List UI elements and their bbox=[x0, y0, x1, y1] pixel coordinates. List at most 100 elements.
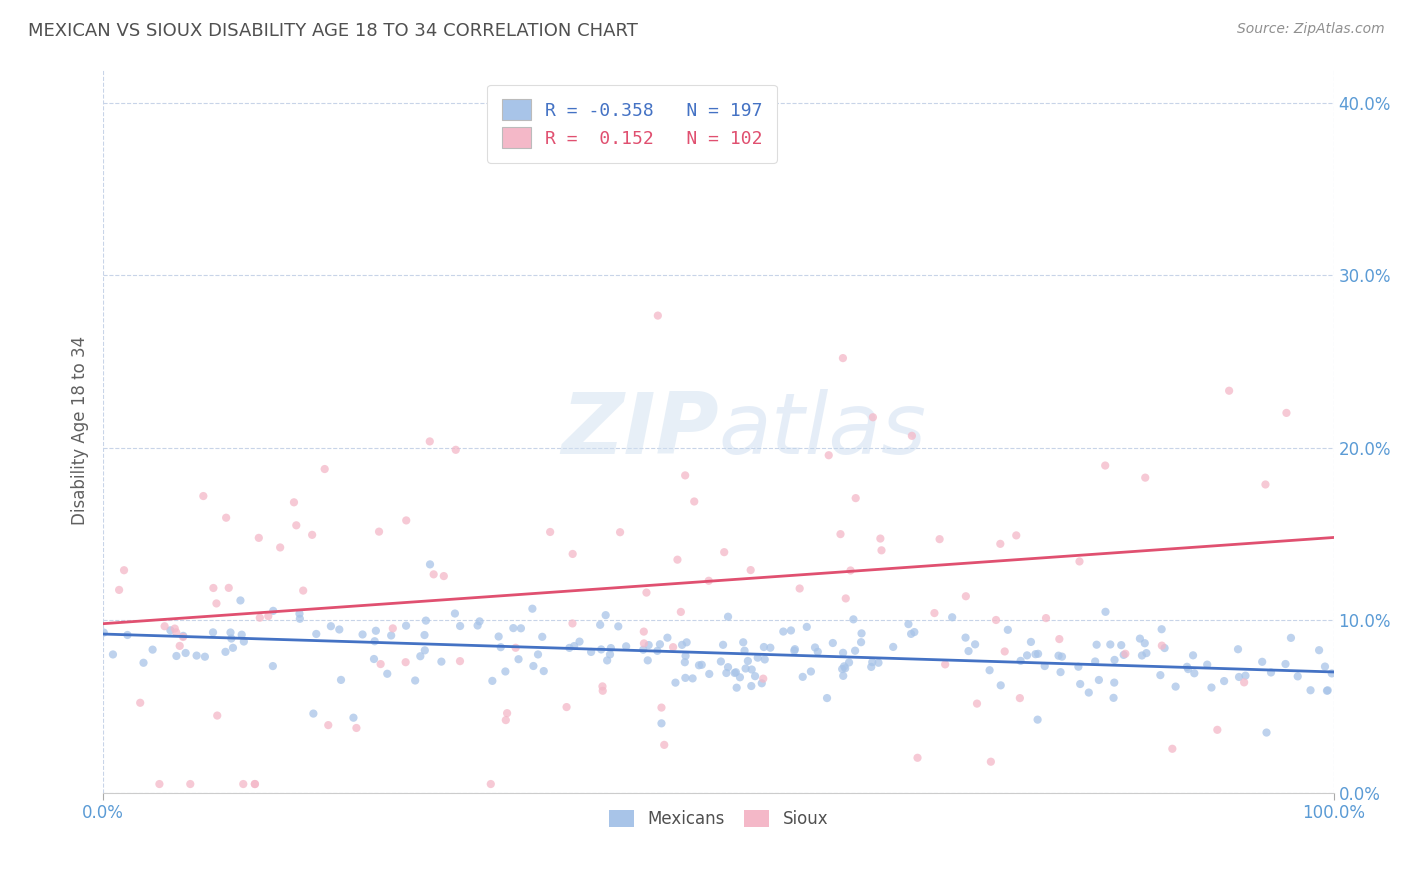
Point bbox=[380, 628, 402, 642]
Point bbox=[725, 681, 748, 695]
Point bbox=[955, 631, 977, 645]
Point bbox=[1161, 741, 1184, 756]
Point bbox=[283, 495, 305, 509]
Point bbox=[683, 494, 706, 508]
Point bbox=[232, 777, 254, 791]
Point bbox=[860, 660, 883, 674]
Point bbox=[868, 656, 890, 670]
Point bbox=[724, 665, 747, 680]
Point bbox=[101, 648, 124, 662]
Point bbox=[1274, 657, 1296, 671]
Point bbox=[214, 645, 236, 659]
Point bbox=[924, 606, 946, 620]
Point bbox=[1201, 681, 1223, 695]
Point bbox=[165, 648, 187, 663]
Point bbox=[1019, 635, 1042, 649]
Point bbox=[363, 634, 385, 648]
Point bbox=[1197, 657, 1219, 672]
Point bbox=[269, 541, 291, 555]
Point bbox=[489, 640, 512, 655]
Point bbox=[804, 640, 827, 655]
Point bbox=[292, 583, 315, 598]
Point bbox=[319, 619, 342, 633]
Point bbox=[1104, 653, 1126, 667]
Point bbox=[792, 670, 814, 684]
Point bbox=[305, 627, 328, 641]
Point bbox=[243, 777, 266, 791]
Point bbox=[988, 537, 1011, 551]
Point bbox=[1094, 458, 1116, 473]
Point bbox=[697, 667, 720, 681]
Point bbox=[117, 628, 139, 642]
Point bbox=[285, 518, 308, 533]
Point bbox=[869, 532, 891, 546]
Point bbox=[830, 527, 852, 541]
Point bbox=[832, 669, 855, 683]
Point bbox=[533, 664, 555, 678]
Point bbox=[1251, 655, 1274, 669]
Point bbox=[754, 652, 776, 666]
Point bbox=[262, 659, 284, 673]
Point bbox=[724, 665, 747, 680]
Point bbox=[652, 738, 675, 752]
Point bbox=[449, 619, 471, 633]
Point bbox=[165, 625, 187, 640]
Point bbox=[314, 462, 336, 476]
Point bbox=[495, 713, 517, 727]
Point bbox=[1077, 685, 1099, 699]
Text: ZIP: ZIP bbox=[561, 389, 718, 472]
Point bbox=[508, 652, 530, 666]
Point bbox=[328, 623, 350, 637]
Point bbox=[711, 638, 734, 652]
Point bbox=[558, 640, 581, 655]
Point bbox=[650, 700, 672, 714]
Point bbox=[744, 669, 766, 683]
Point bbox=[1026, 647, 1049, 661]
Point bbox=[713, 545, 735, 559]
Point bbox=[772, 624, 794, 639]
Point bbox=[1316, 683, 1339, 698]
Point bbox=[1024, 647, 1046, 661]
Point bbox=[194, 649, 217, 664]
Point bbox=[449, 654, 471, 668]
Point bbox=[832, 659, 855, 673]
Point bbox=[817, 448, 839, 462]
Point bbox=[415, 614, 437, 628]
Point bbox=[716, 665, 738, 680]
Point bbox=[562, 639, 585, 653]
Point bbox=[352, 627, 374, 641]
Point bbox=[363, 652, 385, 666]
Point bbox=[129, 696, 152, 710]
Point bbox=[1102, 690, 1125, 705]
Point bbox=[444, 607, 467, 621]
Point bbox=[467, 618, 489, 632]
Point bbox=[1206, 723, 1229, 737]
Point bbox=[1069, 554, 1091, 568]
Point bbox=[1135, 470, 1157, 484]
Point bbox=[633, 636, 655, 650]
Point bbox=[839, 564, 862, 578]
Point bbox=[527, 648, 550, 662]
Point bbox=[780, 624, 803, 638]
Point bbox=[1320, 666, 1343, 681]
Point bbox=[422, 567, 444, 582]
Point bbox=[844, 643, 866, 657]
Point bbox=[112, 563, 135, 577]
Point bbox=[648, 637, 671, 651]
Point bbox=[186, 648, 208, 663]
Point bbox=[1133, 636, 1156, 650]
Point bbox=[1035, 611, 1057, 625]
Point bbox=[1286, 669, 1309, 683]
Point bbox=[741, 663, 763, 677]
Point bbox=[633, 642, 655, 657]
Point bbox=[607, 619, 630, 633]
Point bbox=[997, 623, 1019, 637]
Point bbox=[979, 663, 1001, 677]
Point bbox=[647, 644, 669, 658]
Point bbox=[1088, 673, 1111, 687]
Point bbox=[381, 621, 404, 635]
Point bbox=[1150, 622, 1173, 636]
Point bbox=[172, 630, 194, 644]
Point bbox=[965, 637, 987, 651]
Point bbox=[870, 543, 893, 558]
